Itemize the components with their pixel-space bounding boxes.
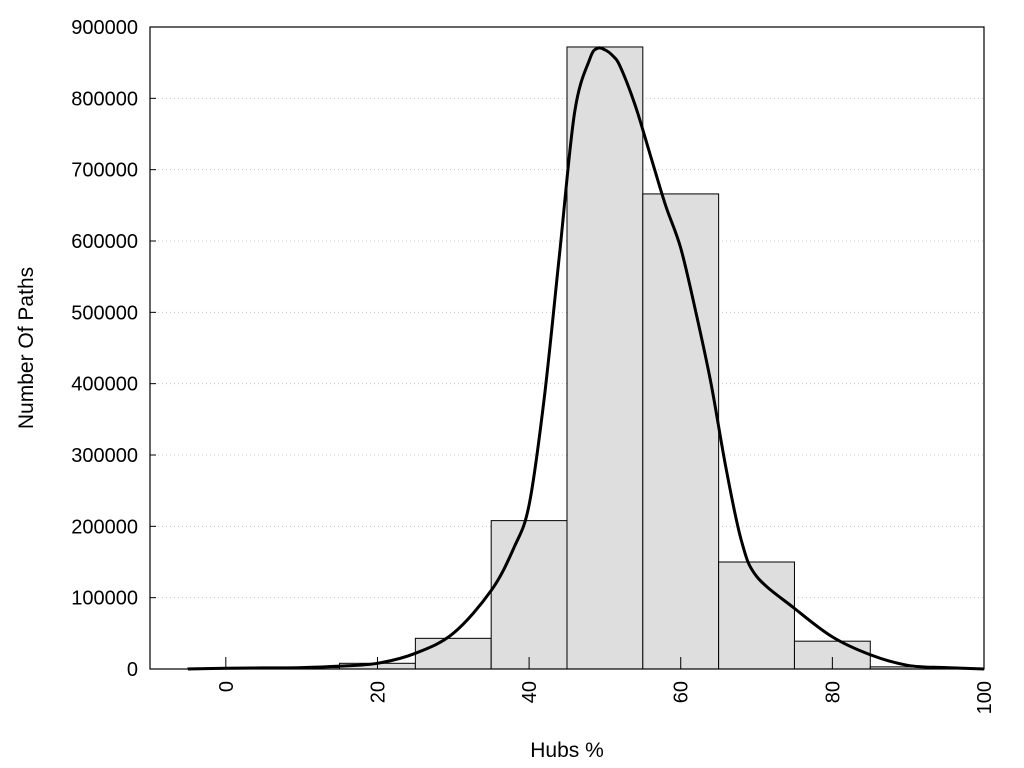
x-tick-labels: 0 20 40 60 80 100 bbox=[216, 681, 996, 714]
x-tick-label: 40 bbox=[519, 681, 541, 703]
histogram-bar bbox=[718, 561, 795, 670]
x-tick-label: 0 bbox=[216, 681, 238, 692]
y-tick-label: 500000 bbox=[71, 302, 138, 324]
plot-frame bbox=[149, 26, 985, 670]
y-tick-label: 400000 bbox=[71, 374, 138, 396]
histogram-bars bbox=[187, 46, 947, 670]
x-tick-label: 80 bbox=[822, 681, 844, 703]
y-tick-labels: 0 100000 200000 300000 400000 500000 600000 700… bbox=[71, 17, 138, 681]
x-axis-label: Hubs % bbox=[530, 739, 604, 762]
axis-ticks bbox=[150, 26, 985, 670]
y-tick-label: 100000 bbox=[71, 588, 138, 610]
histogram-bar bbox=[414, 637, 492, 670]
y-tick-label: 700000 bbox=[71, 160, 138, 182]
x-tick-label: 60 bbox=[671, 681, 693, 703]
y-tick-label: 0 bbox=[127, 659, 138, 681]
y-tick-label: 200000 bbox=[71, 516, 138, 538]
histogram-bar bbox=[642, 193, 720, 670]
y-tick-label: 300000 bbox=[71, 445, 138, 467]
density-curve-group bbox=[187, 46, 985, 671]
y-tick-label: 600000 bbox=[71, 231, 138, 253]
density-curve bbox=[187, 46, 985, 671]
x-tick-label: 100 bbox=[974, 681, 996, 714]
x-tick-label: 20 bbox=[367, 681, 389, 703]
y-axis-label: Number Of Paths bbox=[15, 267, 38, 429]
histogram-bar bbox=[490, 520, 568, 670]
y-tick-label: 900000 bbox=[71, 17, 138, 39]
y-tick-label: 800000 bbox=[71, 88, 138, 110]
histogram-bar bbox=[566, 46, 644, 670]
